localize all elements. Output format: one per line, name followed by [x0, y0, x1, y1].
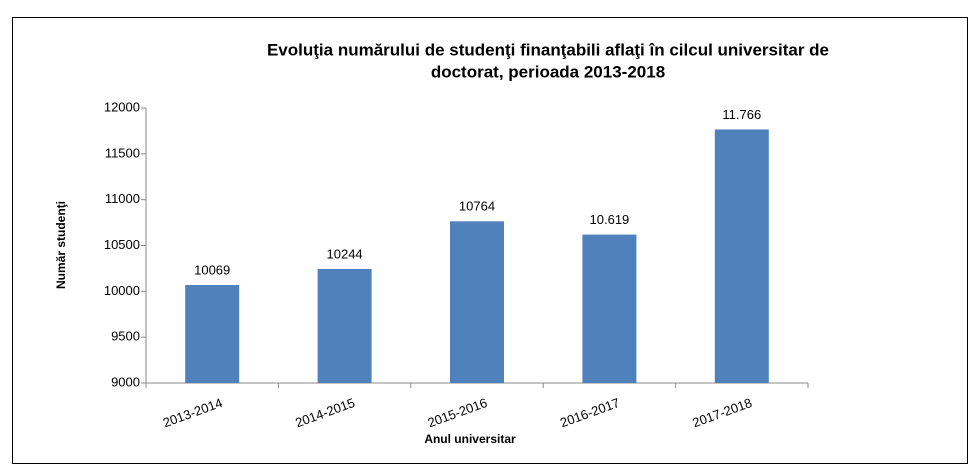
x-tick-label: 2013-2014	[161, 395, 225, 430]
chart-frame	[12, 17, 968, 464]
data-label: 10244	[327, 246, 363, 261]
bar	[582, 234, 637, 383]
y-axis-title: Număr studenţi	[54, 201, 68, 289]
y-tick-label: 12000	[104, 99, 140, 114]
data-label: 10764	[459, 199, 495, 214]
data-label: 11.766	[722, 107, 761, 122]
chart-title: Evoluţia numărului de studenţi finanţabi…	[267, 40, 829, 59]
bar	[317, 268, 372, 383]
y-tick-label: 10000	[104, 283, 140, 298]
y-tick-label: 10500	[104, 237, 140, 252]
y-tick-label: 9500	[111, 329, 140, 344]
y-tick-label: 9000	[111, 374, 140, 389]
x-axis-title: Anul universitar	[424, 432, 516, 446]
data-label: 10.619	[590, 212, 630, 227]
bar	[450, 221, 504, 383]
bar	[185, 285, 240, 383]
y-tick-label: 11500	[105, 145, 140, 160]
x-tick-label: 2015-2016	[426, 395, 490, 430]
data-label: 10069	[194, 262, 230, 277]
y-tick-label: 11000	[105, 191, 140, 206]
bar	[714, 129, 769, 383]
x-tick-label: 2017-2018	[690, 395, 754, 430]
chart-title: doctorat, perioada 2013-2018	[431, 62, 665, 81]
x-tick-label: 2014-2015	[293, 395, 357, 430]
x-tick-label: 2016-2017	[558, 395, 622, 430]
